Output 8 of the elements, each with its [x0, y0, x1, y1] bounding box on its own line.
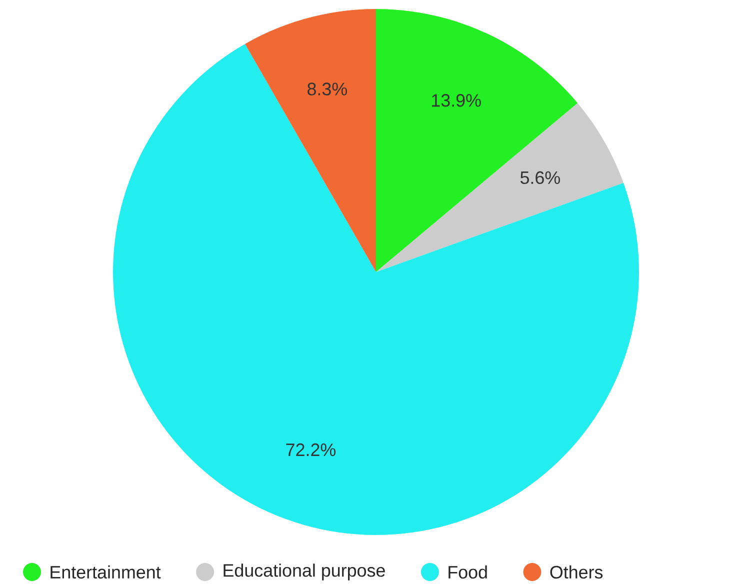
legend-label: Entertainment — [50, 565, 161, 579]
legend-label: Food — [448, 565, 487, 579]
data-label: 13.9% — [432, 94, 481, 107]
data-label: 5.6% — [520, 171, 560, 184]
legend-label: Educational purpose — [224, 564, 385, 580]
data-label: 72.2% — [286, 443, 336, 456]
data-label: 8.3% — [308, 82, 347, 96]
legend-label: Others — [550, 565, 603, 579]
